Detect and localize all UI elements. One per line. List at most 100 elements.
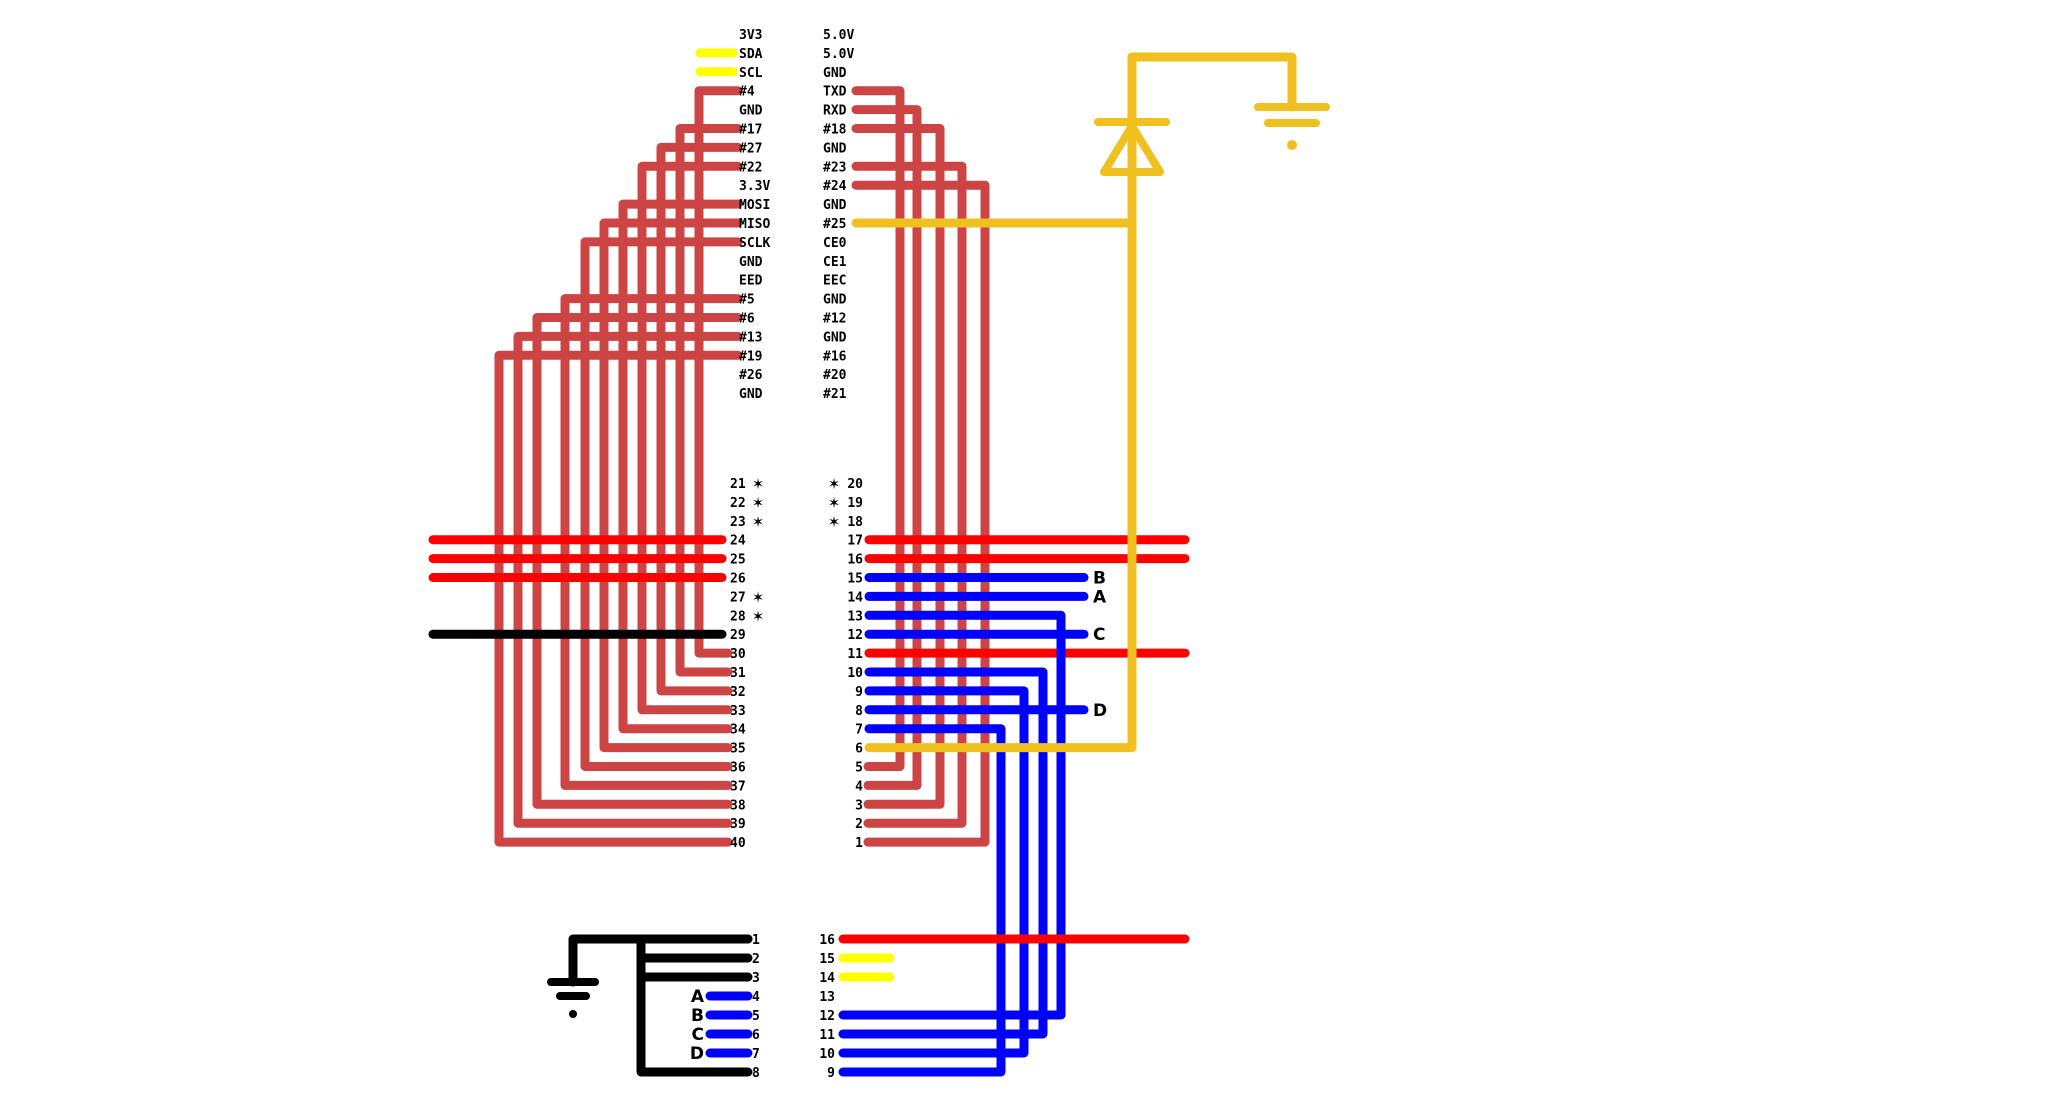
- matrix-left-pin: 31: [730, 666, 746, 681]
- matrix-left-pin: 25: [730, 553, 746, 568]
- star-icon: ✶: [752, 513, 765, 531]
- gpio-left-label: GND: [739, 104, 763, 119]
- hub-left-pin: 8: [752, 1066, 760, 1081]
- gpio-right-label: #25: [823, 217, 846, 232]
- wires: [428, 48, 1297, 1077]
- gpio-left-label: #17: [739, 123, 762, 138]
- gpio-left-label: GND: [739, 387, 763, 402]
- hub-left-pin: 4: [752, 990, 760, 1005]
- hub-wire: [838, 686, 1029, 1058]
- gpio-left-label: SCL: [739, 66, 763, 81]
- gpio-right-label: 5.0V: [823, 47, 854, 62]
- matrix-right-pin: 18: [847, 515, 863, 530]
- hub-right-pin: 11: [819, 1028, 835, 1043]
- matrix-left-pin: 22: [730, 496, 746, 511]
- signal-label: C: [1093, 625, 1105, 645]
- matrix-right-pin: 3: [855, 798, 863, 813]
- hub-ground-wire: [636, 934, 753, 1077]
- hub-left-pin: 7: [752, 1047, 760, 1062]
- gpio-right-label: #24: [823, 179, 847, 194]
- matrix-left-pin: 21: [730, 477, 746, 492]
- matrix-left-pin: 32: [730, 685, 746, 700]
- matrix-right-pin: 13: [847, 609, 863, 624]
- hub-right-pin: 10: [819, 1047, 835, 1062]
- gpio-wire: [599, 218, 743, 753]
- hub-right-pin: 9: [827, 1066, 835, 1081]
- matrix-right-pin: 17: [847, 534, 863, 549]
- gpio-right-label: GND: [823, 66, 847, 81]
- star-icon: ✶: [828, 475, 841, 493]
- matrix-left-pin: 33: [730, 704, 746, 719]
- ground-icon: [1254, 103, 1330, 127]
- gpio-right-label: #18: [823, 123, 847, 138]
- matrix-right-pin: 19: [847, 496, 863, 511]
- hub-signal-label: A: [691, 987, 705, 1007]
- hub-left-pin: 5: [752, 1009, 760, 1024]
- hub-wire: [838, 610, 1066, 1020]
- hub-right-pin: 13: [819, 990, 835, 1005]
- gpio-right-label: #12: [823, 312, 846, 327]
- signal-label: B: [1093, 569, 1106, 589]
- gpio-right-label: TXD: [823, 85, 847, 100]
- gpio-right-label: GND: [823, 293, 847, 308]
- hub-right-pin: 14: [819, 971, 835, 986]
- matrix-right-pin: 7: [855, 723, 863, 738]
- gpio-wire: [851, 105, 922, 790]
- matrix-left-pin: 35: [730, 742, 746, 757]
- star-icon: ✶: [752, 588, 765, 606]
- gpio-wire: [656, 142, 743, 696]
- gpio-left-label: #13: [739, 330, 762, 345]
- matrix-left-pin: 39: [730, 817, 746, 832]
- gpio-wire: [694, 86, 743, 658]
- signal-label: A: [1093, 587, 1107, 607]
- signal-label: D: [1093, 701, 1107, 721]
- hub-right-pin: 15: [819, 952, 835, 967]
- gpio-right-label: #23: [823, 160, 846, 175]
- hub-wire: [838, 667, 1048, 1039]
- gpio-left-label: #6: [739, 312, 755, 327]
- matrix-left-pin: 34: [730, 723, 746, 738]
- symbols: [547, 103, 1330, 1018]
- gpio-wire: [580, 237, 743, 771]
- led-wire: [864, 52, 1137, 753]
- star-icon: ✶: [752, 494, 765, 512]
- gpio-left-label: MISO: [739, 217, 770, 232]
- gpio-right-label: GND: [823, 141, 847, 156]
- gpio-right-label: #21: [823, 387, 847, 402]
- gpio-right-label: 5.0V: [823, 28, 854, 43]
- matrix-left-pin: 30: [730, 647, 746, 662]
- gpio-left-label: SCLK: [739, 236, 770, 251]
- star-icon: ✶: [828, 494, 841, 512]
- gpio-right-label: RXD: [823, 104, 847, 119]
- matrix-left-pin: 37: [730, 779, 746, 794]
- gpio-right-label: #20: [823, 368, 847, 383]
- ground-icon: [569, 1010, 577, 1018]
- gpio-wire: [618, 199, 743, 734]
- gpio-left-label: MOSI: [739, 198, 770, 213]
- matrix-right-pin: 15: [847, 572, 863, 587]
- hub-left-pin: 3: [752, 971, 760, 986]
- matrix-left-pin: 36: [730, 761, 746, 776]
- gpio-left-label: #26: [739, 368, 763, 383]
- matrix-right-pin: 9: [855, 685, 863, 700]
- gpio-left-label: SDA: [739, 47, 763, 62]
- led-wire: [1127, 52, 1297, 112]
- matrix-left-pin: 38: [730, 798, 746, 813]
- matrix-right-pin: 10: [847, 666, 863, 681]
- matrix-left-pin: 40: [730, 836, 746, 851]
- gpio-right-label: CE1: [823, 255, 847, 270]
- matrix-left-pin: 26: [730, 572, 746, 587]
- hub-signal-label: B: [691, 1006, 704, 1026]
- star-icon: ✶: [828, 513, 841, 531]
- matrix-left-pin: 23: [730, 515, 746, 530]
- gpio-wire: [851, 180, 990, 847]
- gpio-left-label: 3.3V: [739, 179, 770, 194]
- gpio-right-label: CE0: [823, 236, 847, 251]
- matrix-right-pin: 1: [855, 836, 863, 851]
- gpio-right-label: GND: [823, 198, 847, 213]
- hub-signal-label: D: [690, 1044, 704, 1064]
- diode-icon: [1100, 122, 1164, 176]
- hub-signal-label: C: [692, 1025, 704, 1045]
- matrix-right-pin: 2: [855, 817, 863, 832]
